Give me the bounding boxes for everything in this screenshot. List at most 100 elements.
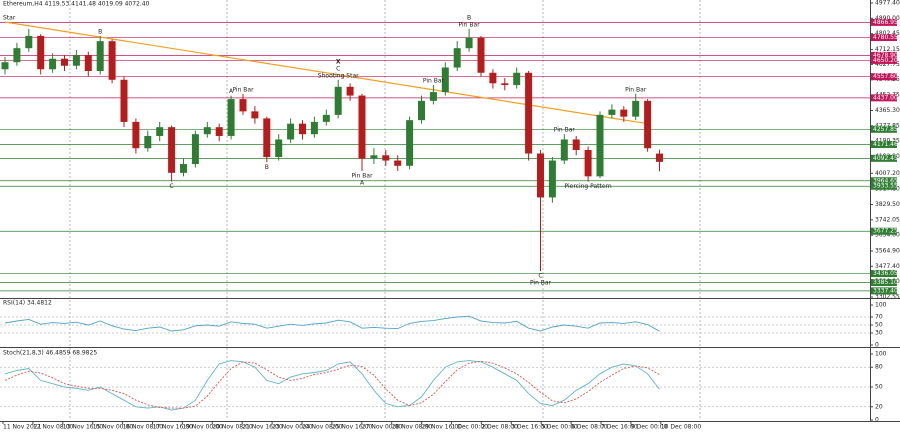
y-tick-label: 100 xyxy=(875,351,887,358)
trendline xyxy=(4,21,648,125)
level-tag xyxy=(871,227,897,235)
y-tick-label: 4627.75 xyxy=(875,61,900,68)
x-tick-label: 5 Dec 00:00 xyxy=(541,424,578,431)
annotation: Pin Bar xyxy=(232,86,254,93)
candle-body xyxy=(418,100,425,121)
level-tag xyxy=(871,279,897,287)
annotation: B xyxy=(98,28,102,35)
annotation: C xyxy=(169,183,173,190)
candle-body xyxy=(477,37,485,73)
x-tick-label: 16 Nov 08:00 xyxy=(123,424,164,431)
candle-body xyxy=(465,37,473,49)
candle-body xyxy=(215,127,223,136)
y-tick-label: 4890.00 xyxy=(875,15,900,22)
x-tick-label: 6 Dec 08:00 xyxy=(571,424,608,431)
y-tick-label: 4802.45 xyxy=(875,30,900,37)
y-tick-label: 3564.90 xyxy=(875,247,900,254)
level-label: 3964.65 xyxy=(873,177,898,184)
annotation: A xyxy=(360,180,365,187)
candle-body xyxy=(632,100,640,117)
x-tick-label: 28 Nov 08:00 xyxy=(392,424,433,431)
annotation: B xyxy=(265,164,269,171)
x-tick-label: 2 Dec 08:00 xyxy=(481,424,518,431)
candle-body xyxy=(72,55,80,66)
annotation: Pin Bar xyxy=(459,21,481,28)
candle-body xyxy=(13,48,21,63)
candle-body xyxy=(382,155,390,161)
level-tag xyxy=(871,94,897,102)
candle-body xyxy=(25,35,33,49)
candle-body xyxy=(96,41,104,72)
candle-body xyxy=(84,55,92,72)
level-label: 4092.45 xyxy=(873,155,898,162)
candle-body xyxy=(620,109,628,117)
header: Ethereum,H4 4119.53 4141.48 4019.09 4072… xyxy=(3,1,150,8)
level-label: 3933.55 xyxy=(873,183,898,190)
level-tag xyxy=(871,125,897,133)
x-tick-label: 23 Nov 00:00 xyxy=(272,424,313,431)
y-tick-label: 3302.55 xyxy=(875,294,900,301)
y-tick-label: 70 xyxy=(875,314,883,321)
candle-body xyxy=(394,160,402,166)
y-tick-label: 3742.05 xyxy=(875,216,900,223)
candle-body xyxy=(108,41,116,80)
candle-body xyxy=(334,86,342,115)
indicator-line xyxy=(4,360,660,409)
x-tick-label: 24 Nov 08:00 xyxy=(302,424,343,431)
candle-body xyxy=(513,72,521,86)
x-tick-label: 11 Nov 2021 xyxy=(3,424,42,431)
candle-body xyxy=(227,99,235,136)
x-tick-label: 12 Nov 08:00 xyxy=(33,424,74,431)
y-tick-label: 50 xyxy=(875,384,883,391)
annotation: Pin Bar xyxy=(423,78,445,85)
candle-body xyxy=(310,121,318,135)
level-label: 4437.00 xyxy=(873,94,898,101)
y-tick-label: 3477.40 xyxy=(875,263,900,270)
y-tick-label: 3654.60 xyxy=(875,232,900,239)
candle-body xyxy=(572,139,580,150)
level-label: 4780.55 xyxy=(873,34,898,41)
level-tag xyxy=(871,154,897,162)
level-tag xyxy=(871,34,897,42)
level-label: 4866.95 xyxy=(873,19,898,26)
level-label: 4257.85 xyxy=(873,126,898,133)
y-tick-label: 4365.30 xyxy=(875,107,900,114)
y-tick-label: 4977.40 xyxy=(875,0,900,7)
level-tag xyxy=(871,177,897,185)
candle-body xyxy=(489,72,497,84)
x-tick-label: 17 Nov 16:00 xyxy=(153,424,194,431)
candle-body xyxy=(49,58,57,70)
x-tick-label: 10 Dec 08:00 xyxy=(661,424,702,431)
candle-body xyxy=(203,127,211,135)
y-tick-label: 0 xyxy=(875,342,879,349)
rsi-title: RSI(14) 34.4812 xyxy=(3,300,52,307)
y-tick-label: 4277.85 xyxy=(875,122,900,129)
candle-body xyxy=(239,99,247,112)
annotation: X xyxy=(336,58,341,65)
y-tick-label: 80 xyxy=(875,364,883,371)
y-tick-label: 4712.15 xyxy=(875,46,900,53)
annotation: Pin Bar xyxy=(554,127,576,134)
candle-body xyxy=(441,67,449,93)
candle-body xyxy=(537,153,544,198)
candle-body xyxy=(299,123,306,135)
annotation: Pin Bar xyxy=(625,86,647,93)
x-tick-label: 27 Nov 00:00 xyxy=(362,424,403,431)
indicator-line xyxy=(4,360,660,411)
candle-body xyxy=(61,58,68,66)
annotation: A xyxy=(229,88,234,95)
level-tag xyxy=(871,18,897,26)
candle-body xyxy=(429,92,437,101)
annotation: C xyxy=(336,65,340,72)
x-tick-label: 29 Nov 16:00 xyxy=(422,424,463,431)
x-tick-label: 19 Nov 00:00 xyxy=(182,424,223,431)
candle-body xyxy=(644,100,652,149)
candle-body xyxy=(525,72,533,154)
annotation: Pin Bar xyxy=(351,173,373,180)
level-tag xyxy=(871,287,897,295)
y-tick-label: 50 xyxy=(875,322,883,329)
candle-body xyxy=(548,160,556,198)
candle-body xyxy=(596,114,604,177)
candle-body xyxy=(132,121,140,149)
x-tick-label: 1 Dec 00:00 xyxy=(452,424,489,431)
